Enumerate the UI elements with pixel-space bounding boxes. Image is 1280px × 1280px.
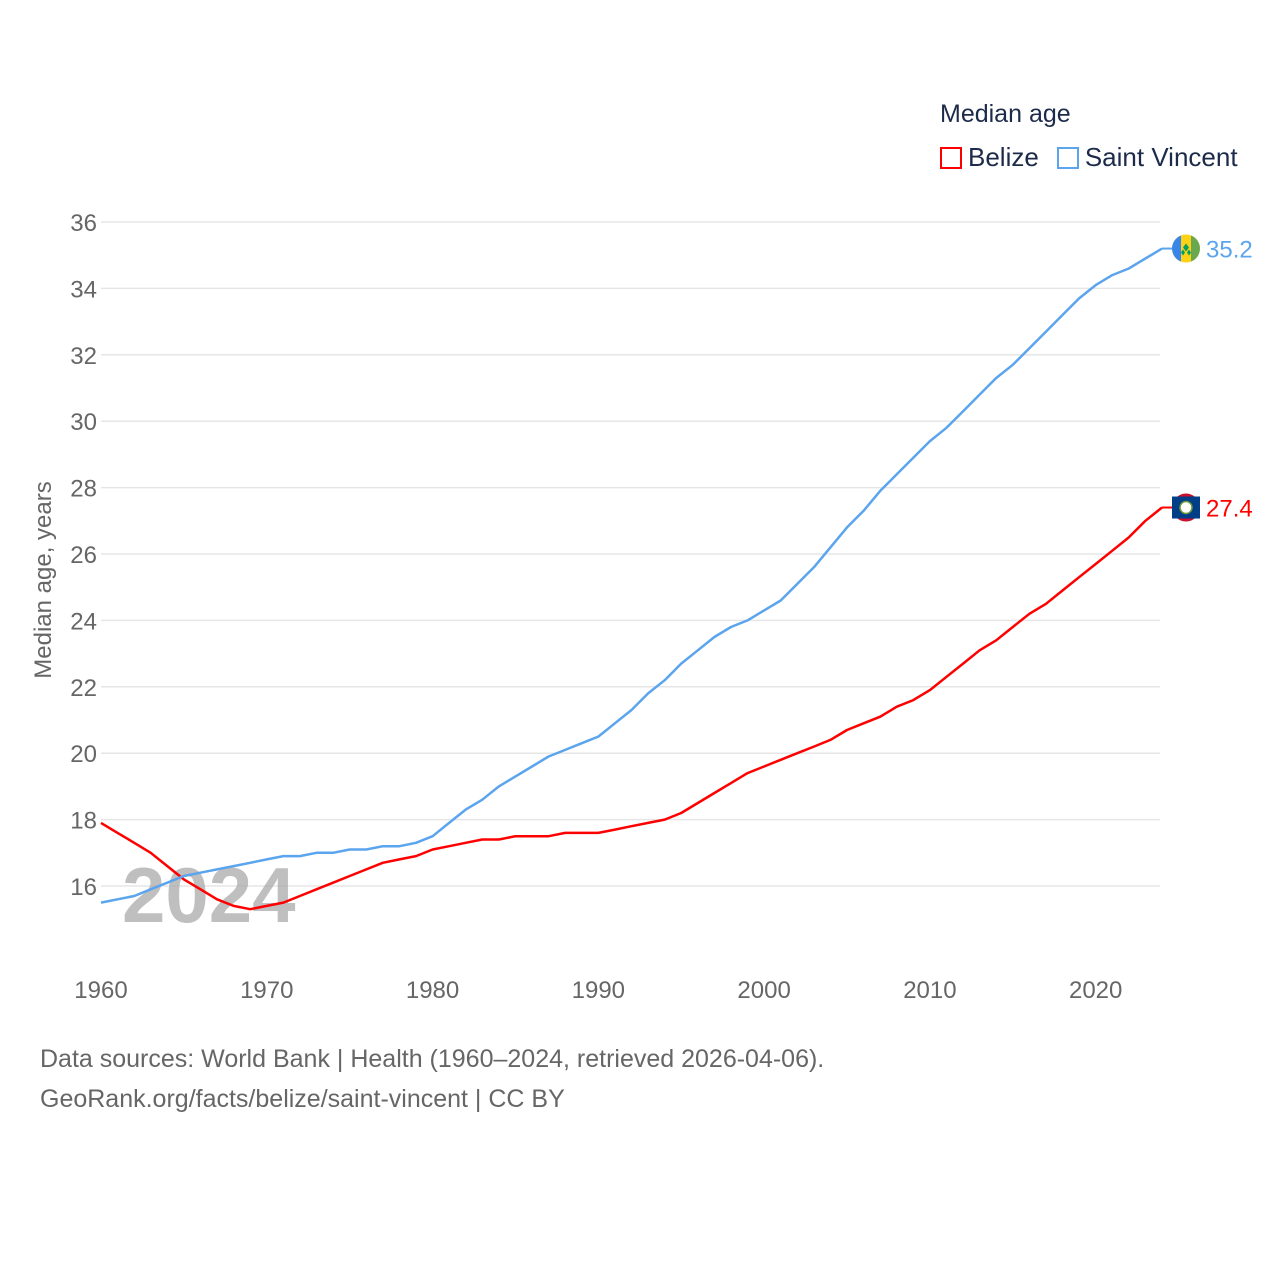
- y-tick-label: 24: [70, 608, 97, 635]
- end-value-label: 27.4: [1206, 496, 1253, 523]
- x-tick-label: 1960: [74, 977, 127, 1004]
- x-tick-label: 1990: [572, 977, 625, 1004]
- source-link[interactable]: GeoRank.org/facts/belize/saint-vincent |…: [40, 1085, 565, 1113]
- y-tick-label: 34: [70, 276, 97, 303]
- y-tick-label: 28: [70, 476, 97, 503]
- x-tick-label: 1970: [240, 977, 293, 1004]
- legend-swatch: [1056, 146, 1079, 169]
- y-tick-label: 18: [70, 808, 97, 835]
- flag-sv-blue: [1172, 235, 1181, 262]
- x-tick-label: 2010: [903, 977, 956, 1004]
- flag-sv-green: [1191, 235, 1200, 262]
- legend-label: Saint Vincent: [1084, 142, 1238, 172]
- y-tick-label: 22: [70, 675, 97, 702]
- flag-belize-emblem: [1179, 500, 1193, 515]
- x-tick-label: 2000: [737, 977, 790, 1004]
- y-tick-label: 36: [70, 210, 97, 237]
- legend-item-belize[interactable]: Belize: [940, 142, 1039, 173]
- y-tick-label: 20: [70, 741, 97, 768]
- y-tick-label: 30: [70, 409, 97, 436]
- end-value-label: 35.2: [1206, 237, 1253, 264]
- data-source: Data sources: World Bank | Health (1960–…: [40, 1045, 825, 1073]
- legend-swatch: [940, 146, 962, 169]
- legend-label: Belize: [968, 142, 1039, 172]
- flag-sv-diamonds: [1181, 243, 1191, 256]
- legend-title: Median age: [940, 100, 1071, 128]
- y-tick-label: 26: [70, 542, 97, 569]
- x-tick-label: 1980: [406, 977, 459, 1004]
- legend-item-saint-vincent[interactable]: Saint Vincent: [1056, 142, 1238, 173]
- legend: Belize Saint Vincent: [940, 142, 1238, 173]
- y-tick-label: 16: [70, 874, 97, 901]
- x-tick-label: 2020: [1069, 977, 1122, 1004]
- y-tick-label: 32: [70, 343, 97, 370]
- series-line-saint-vincent: [100, 247, 1163, 904]
- y-axis-label: Median age, years: [30, 481, 57, 678]
- series-line-belize: [100, 506, 1163, 911]
